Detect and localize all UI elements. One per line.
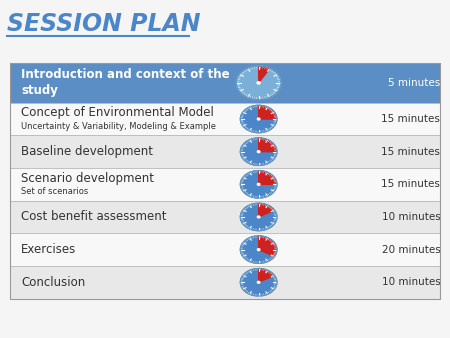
Text: Scenario development: Scenario development <box>21 172 154 185</box>
FancyBboxPatch shape <box>9 266 441 298</box>
Polygon shape <box>236 66 281 99</box>
Circle shape <box>257 216 260 218</box>
Circle shape <box>257 151 260 153</box>
Text: Uncertainty & Variability, Modeling & Example: Uncertainty & Variability, Modeling & Ex… <box>21 122 216 131</box>
Text: 15 minutes: 15 minutes <box>382 179 441 189</box>
Text: Baseline development: Baseline development <box>21 145 153 158</box>
Polygon shape <box>259 171 276 184</box>
Text: Cost benefit assessment: Cost benefit assessment <box>21 211 166 223</box>
Text: 15 minutes: 15 minutes <box>382 114 441 124</box>
Text: 10 minutes: 10 minutes <box>382 212 441 222</box>
Text: SESSION PLAN: SESSION PLAN <box>7 12 201 36</box>
FancyBboxPatch shape <box>9 103 441 135</box>
Circle shape <box>257 249 260 250</box>
FancyBboxPatch shape <box>9 201 441 233</box>
Polygon shape <box>240 105 277 133</box>
Polygon shape <box>259 106 276 119</box>
Text: Concept of Environmental Model: Concept of Environmental Model <box>21 106 214 119</box>
Polygon shape <box>259 236 276 256</box>
Circle shape <box>257 183 260 185</box>
Polygon shape <box>259 67 270 83</box>
Circle shape <box>257 281 260 283</box>
Text: Exercises: Exercises <box>21 243 76 256</box>
Text: 20 minutes: 20 minutes <box>382 245 441 255</box>
Circle shape <box>257 118 260 120</box>
Text: 15 minutes: 15 minutes <box>382 147 441 157</box>
Polygon shape <box>240 236 277 263</box>
Polygon shape <box>240 203 277 231</box>
Circle shape <box>257 82 260 84</box>
Text: 5 minutes: 5 minutes <box>388 78 441 88</box>
FancyBboxPatch shape <box>9 233 441 266</box>
Polygon shape <box>259 204 274 217</box>
Polygon shape <box>240 171 277 198</box>
Text: Conclusion: Conclusion <box>21 276 85 289</box>
Text: Introduction and context of the
study: Introduction and context of the study <box>21 68 230 97</box>
FancyBboxPatch shape <box>9 63 441 103</box>
Polygon shape <box>240 138 277 165</box>
FancyBboxPatch shape <box>9 168 441 201</box>
Polygon shape <box>259 138 276 152</box>
FancyBboxPatch shape <box>9 135 441 168</box>
Polygon shape <box>259 269 274 282</box>
Text: 10 minutes: 10 minutes <box>382 277 441 287</box>
Text: Set of scenarios: Set of scenarios <box>21 187 88 196</box>
Polygon shape <box>240 269 277 296</box>
